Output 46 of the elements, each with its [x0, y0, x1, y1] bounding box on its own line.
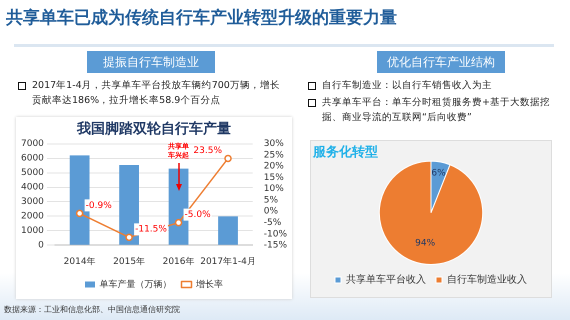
y-tick-label: 3000	[21, 197, 44, 208]
chart-title: 我国脚踏双轮自行车产量	[76, 120, 231, 138]
y2-tick-label: 25%	[264, 150, 284, 160]
y2-tick-label: -5%	[264, 218, 282, 228]
text: 共享单车平台：单车分时租赁服务费+基于大数据挖掘、商业导流的互联网“后向收费”	[322, 97, 550, 123]
chart-title: 服务化转型	[312, 145, 378, 160]
data-label: 23.5%	[193, 146, 222, 156]
x-tick-label: 2014年	[64, 256, 96, 267]
text: 优化自行车产业结构	[387, 55, 495, 69]
y2-tick-label: -10%	[264, 229, 288, 240]
y2-tick-label: 0%	[264, 206, 278, 217]
x-tick-label: 2015年	[113, 256, 146, 267]
y-tick-label: 6000	[21, 154, 44, 164]
y-tick-label: 4000	[21, 182, 44, 193]
legend-label: 自行车制造业收入	[447, 274, 527, 286]
data-label: 94%	[415, 238, 436, 249]
legend-label: 增长率	[195, 278, 223, 290]
y-tick-label: 7000	[21, 139, 44, 150]
point	[125, 234, 133, 242]
text: 共享单车已成为传统自行车产业转型升级的重要力量	[6, 7, 397, 29]
y2-tick-label: 10%	[264, 184, 284, 194]
x-tick-label: 2016年	[162, 256, 195, 267]
y2-tick-label: 5%	[264, 195, 278, 206]
y2-tick-label: 20%	[264, 162, 284, 172]
y-tick-label: 1000	[21, 226, 44, 236]
legend-label: 共享单车平台收入	[346, 274, 426, 286]
text: 提振自行车制造业	[103, 55, 199, 69]
x-tick-label: 2017年1-4月	[200, 256, 256, 267]
y-tick-label: 5000	[21, 168, 44, 178]
y-tick-label: 2000	[21, 212, 44, 222]
y2-tick-label: 30%	[264, 139, 284, 150]
text: 2017年1-4月，共享单车平台投放车辆约700万辆，增长贡献率达186%，拉升增长率58.9个百分点	[32, 80, 280, 106]
point	[76, 210, 84, 218]
data-label: -0.9%	[86, 200, 112, 211]
y-tick-label: 0	[38, 240, 44, 251]
y2-tick-label: 15%	[264, 172, 284, 183]
y2-tick-label: -15%	[264, 240, 288, 251]
point	[174, 218, 182, 226]
legend-label: 单车产量（万辆）	[100, 278, 172, 290]
data-label: -5.0%	[184, 210, 212, 220]
data-label: -11.5%	[135, 224, 168, 235]
data-label: 6%	[431, 168, 446, 179]
text: 自行车制造业：以自行车销售收入为主	[322, 80, 492, 91]
point	[224, 154, 232, 162]
source-note: 数据来源：工业和信息化部、中国信息通信研究院	[4, 305, 180, 314]
bar	[218, 216, 238, 245]
